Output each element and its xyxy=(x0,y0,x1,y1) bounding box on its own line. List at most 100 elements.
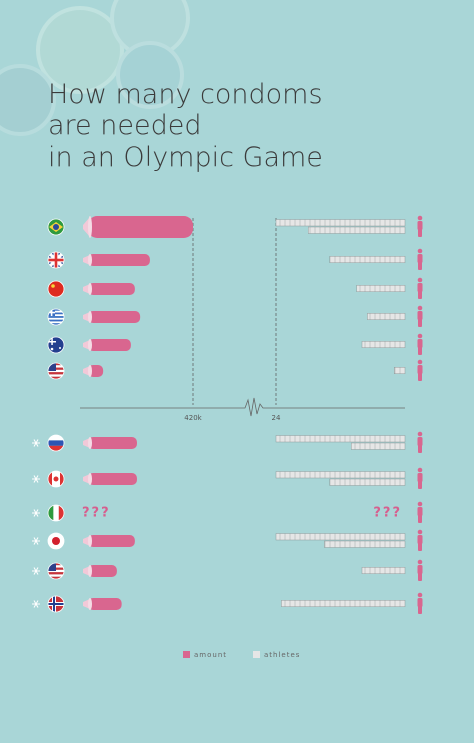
person-part xyxy=(417,311,423,320)
person-icon xyxy=(417,333,423,355)
athlete-row xyxy=(275,219,406,227)
athlete-row xyxy=(275,471,406,479)
condom-body xyxy=(88,565,117,577)
flag-part xyxy=(48,310,64,313)
person-icon xyxy=(417,467,423,489)
legend-label: amount xyxy=(194,651,227,659)
person-part xyxy=(417,559,423,565)
flag-icon xyxy=(48,363,64,379)
athlete-row xyxy=(275,533,406,541)
person-icon xyxy=(417,559,423,581)
flag-part xyxy=(48,314,64,317)
condom-body xyxy=(88,437,137,449)
flag-part xyxy=(48,505,54,521)
athlete-bar xyxy=(281,600,406,607)
condom-bar xyxy=(83,339,131,351)
person-icon xyxy=(417,305,423,327)
person-part xyxy=(417,365,423,374)
flag-part xyxy=(48,311,55,314)
flag-part xyxy=(53,505,59,521)
person-part xyxy=(418,573,422,581)
athlete-row xyxy=(351,442,406,450)
person-part xyxy=(417,339,423,348)
person-part xyxy=(417,333,423,339)
snow-part xyxy=(33,567,39,575)
person-part xyxy=(418,481,422,489)
flag-part xyxy=(48,374,64,377)
athlete-bar xyxy=(394,367,406,374)
snow-part xyxy=(33,600,39,608)
flag-part xyxy=(48,372,64,375)
condom-rim xyxy=(88,473,92,485)
condom-body xyxy=(88,535,135,547)
snowflake-icon xyxy=(32,439,40,447)
athlete-row xyxy=(329,256,406,263)
flag-icon xyxy=(48,533,64,549)
condom-rim xyxy=(88,216,92,238)
flag-icon xyxy=(48,471,64,487)
flag-part xyxy=(50,347,54,351)
athlete-bar xyxy=(356,285,406,292)
snowflake-icon xyxy=(32,509,40,517)
flag-icon xyxy=(48,252,64,268)
person-part xyxy=(418,373,422,381)
person-part xyxy=(417,565,423,574)
person-part xyxy=(417,277,423,283)
person-part xyxy=(417,221,423,230)
axis-line xyxy=(80,397,405,417)
person-part xyxy=(418,347,422,355)
flag-ring xyxy=(47,595,65,613)
legend-swatch xyxy=(183,651,190,658)
snowflake-icon xyxy=(32,600,40,608)
flag-part xyxy=(48,363,56,371)
athlete-bar xyxy=(275,471,406,486)
condom-body xyxy=(88,283,135,295)
flag-part xyxy=(48,440,64,446)
condom-rim xyxy=(88,365,92,377)
flag-icon xyxy=(48,219,64,235)
person-icon xyxy=(417,248,423,270)
flag-part xyxy=(59,347,61,349)
flag-icon xyxy=(48,596,64,612)
condom-body xyxy=(88,473,137,485)
flag-part xyxy=(48,309,64,311)
flag-part xyxy=(48,563,56,571)
flag-part xyxy=(58,505,64,521)
person-part xyxy=(418,319,422,327)
snow-part xyxy=(33,439,39,447)
flag-ring xyxy=(47,434,65,452)
flag-icon xyxy=(48,337,64,353)
flag-ring xyxy=(47,336,65,354)
flag-part xyxy=(48,323,64,325)
condom-body xyxy=(88,216,193,238)
flag-ring xyxy=(47,362,65,380)
condom-rim xyxy=(88,598,92,610)
athlete-row xyxy=(308,226,406,234)
athlete-bar xyxy=(329,256,406,263)
decor-bubbles xyxy=(0,0,190,136)
flag-part xyxy=(51,337,53,345)
person-icon xyxy=(417,431,423,453)
condom-rim xyxy=(88,311,92,323)
condom-bar xyxy=(83,365,104,377)
flag-icon xyxy=(48,435,64,451)
flag-part xyxy=(48,576,64,579)
x2-tick-label: 24 xyxy=(272,414,281,422)
person-part xyxy=(417,473,423,482)
athlete-bar xyxy=(275,533,406,548)
athlete-row xyxy=(394,367,406,374)
flag-part xyxy=(52,537,60,545)
athlete-bar xyxy=(361,341,406,348)
athlete-bar xyxy=(361,567,406,574)
flag-part xyxy=(48,312,64,315)
condom-bar xyxy=(83,311,141,323)
athlete-row xyxy=(356,285,406,292)
legend-swatch xyxy=(253,651,260,658)
flag-icon xyxy=(48,309,64,325)
person-part xyxy=(418,543,422,551)
condom-body xyxy=(88,339,131,351)
flag-part xyxy=(48,316,64,318)
flag-part xyxy=(48,471,52,487)
person-part xyxy=(418,606,422,614)
